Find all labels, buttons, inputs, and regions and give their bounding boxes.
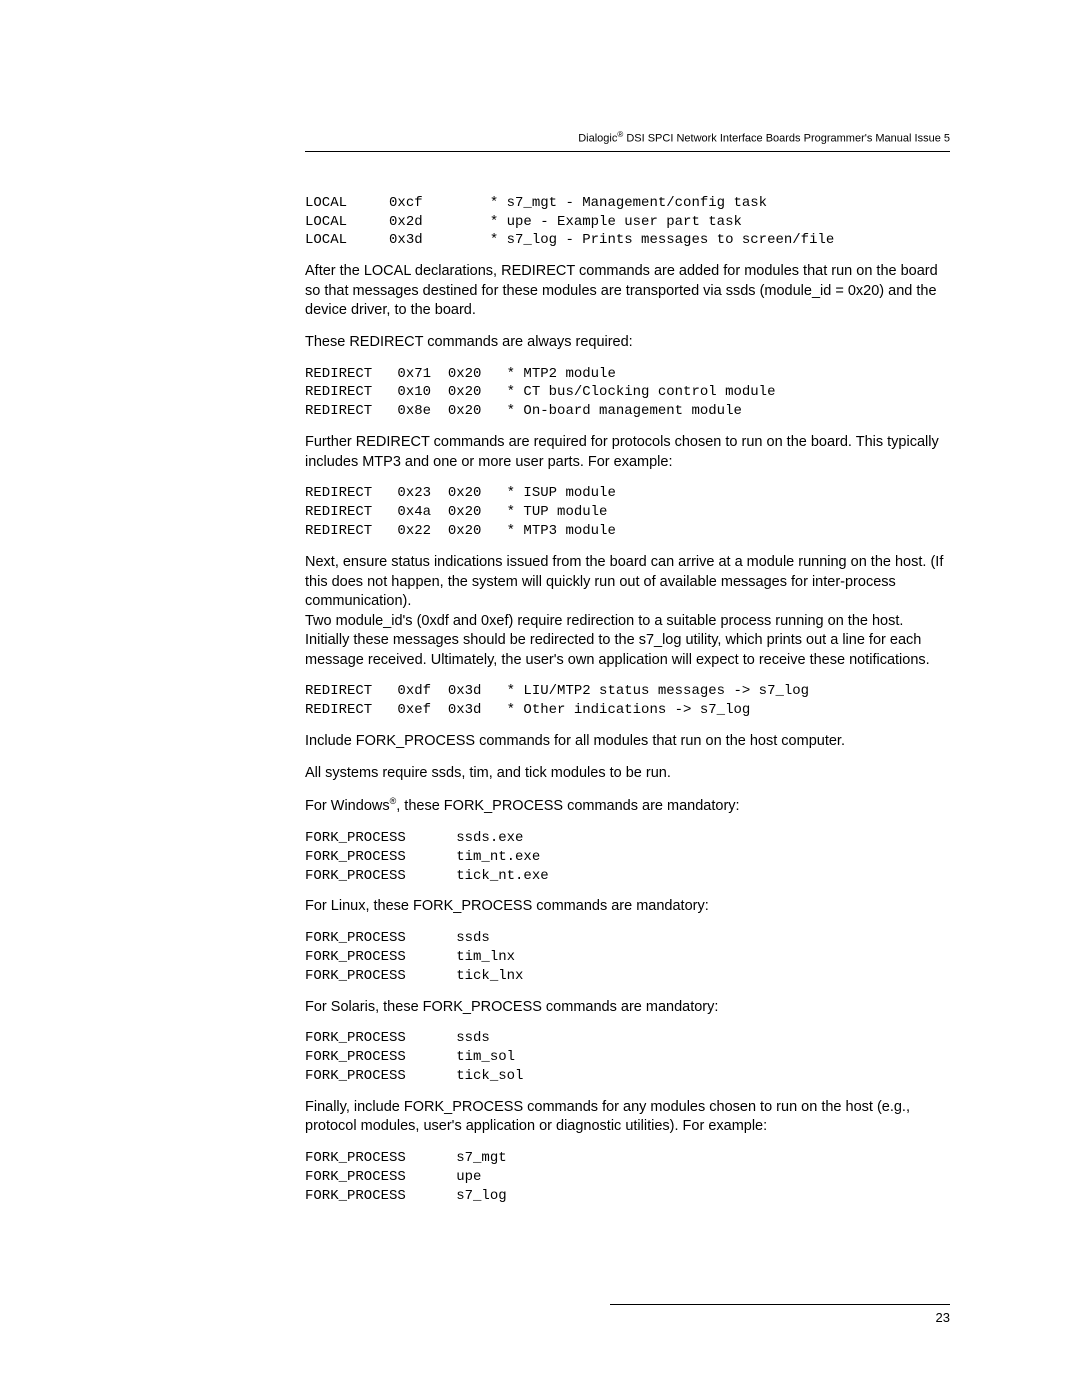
paragraph: These REDIRECT commands are always requi… [305,333,950,353]
text: For Windows [305,798,390,814]
header-rule [305,151,950,152]
code-block-redirect-status: REDIRECT 0xdf 0x3d * LIU/MTP2 status mes… [305,682,950,720]
code-block-fork-windows: FORK_PROCESS ssds.exe FORK_PROCESS tim_n… [305,829,950,886]
running-header: Dialogic® DSI SPCI Network Interface Boa… [305,130,950,145]
code-block-redirect-required: REDIRECT 0x71 0x20 * MTP2 module REDIREC… [305,365,950,422]
header-pre: Dialogic [578,133,617,145]
paragraph: After the LOCAL declarations, REDIRECT c… [305,262,950,321]
text: , these FORK_PROCESS commands are mandat… [396,798,739,814]
header-post: DSI SPCI Network Interface Boards Progra… [623,133,950,145]
paragraph: Next, ensure status indications issued f… [305,553,950,670]
page-footer: 23 [610,1304,950,1327]
code-block-fork-linux: FORK_PROCESS ssds FORK_PROCESS tim_lnx F… [305,929,950,986]
code-block-redirect-protocols: REDIRECT 0x23 0x20 * ISUP module REDIREC… [305,484,950,541]
body-content: LOCAL 0xcf * s7_mgt - Management/config … [305,194,950,1206]
paragraph: For Linux, these FORK_PROCESS commands a… [305,897,950,917]
paragraph: For Solaris, these FORK_PROCESS commands… [305,998,950,1018]
text: Next, ensure status indications issued f… [305,554,943,609]
code-block-fork-example: FORK_PROCESS s7_mgt FORK_PROCESS upe FOR… [305,1149,950,1206]
text: Two module_id's (0xdf and 0xef) require … [305,613,930,668]
paragraph: For Windows®, these FORK_PROCESS command… [305,795,950,816]
paragraph: All systems require ssds, tim, and tick … [305,764,950,784]
code-block-fork-solaris: FORK_PROCESS ssds FORK_PROCESS tim_sol F… [305,1029,950,1086]
footer-rule [610,1304,950,1305]
page-number: 23 [936,1310,950,1325]
paragraph: Further REDIRECT commands are required f… [305,433,950,472]
paragraph: Include FORK_PROCESS commands for all mo… [305,732,950,752]
code-block-local: LOCAL 0xcf * s7_mgt - Management/config … [305,194,950,251]
paragraph: Finally, include FORK_PROCESS commands f… [305,1098,950,1137]
